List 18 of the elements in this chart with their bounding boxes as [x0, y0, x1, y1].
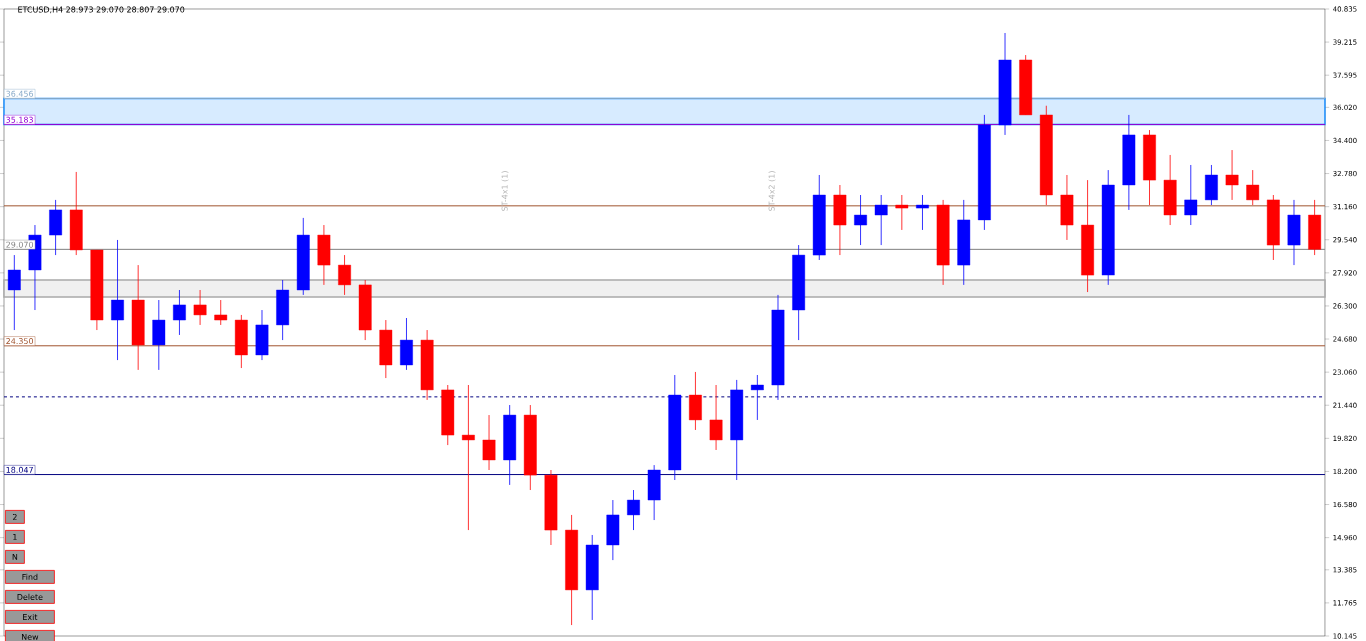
candlestick — [111, 239, 124, 361]
candlestick — [627, 489, 640, 531]
candlestick — [462, 384, 475, 531]
candlestick — [173, 289, 186, 336]
candlestick — [1225, 149, 1239, 201]
candlestick — [214, 299, 228, 326]
candlestick — [750, 374, 764, 421]
candlestick — [1184, 164, 1198, 226]
candlestick — [854, 194, 867, 246]
candlestick — [193, 289, 207, 326]
candlestick — [1246, 169, 1260, 206]
candlestick — [7, 254, 21, 331]
candlestick — [895, 194, 909, 231]
candlestick — [338, 254, 351, 296]
candlestick — [916, 194, 929, 231]
candlestick — [874, 194, 888, 246]
candlestick — [482, 414, 496, 471]
candlestick — [709, 384, 723, 451]
